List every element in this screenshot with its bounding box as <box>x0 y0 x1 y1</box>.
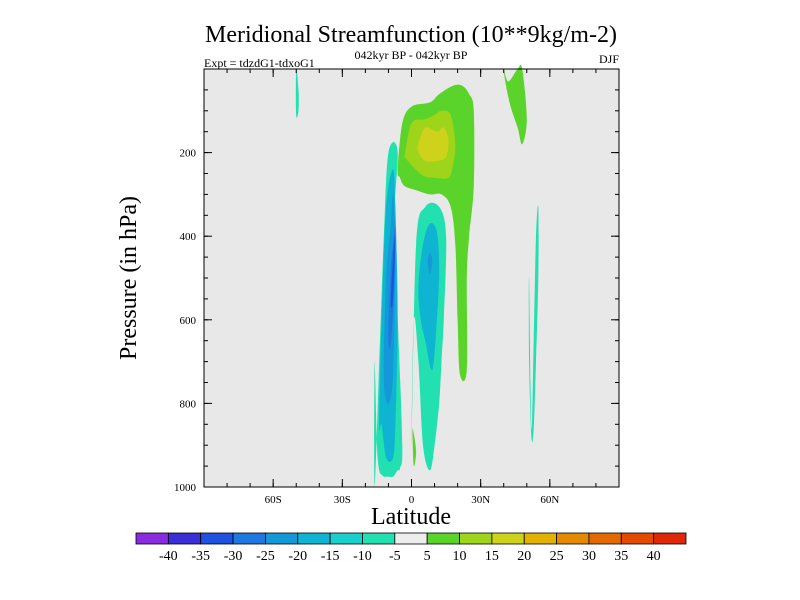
x-tick-label: 0 <box>409 494 415 506</box>
colorbar-label: -15 <box>321 549 340 564</box>
colorbar-label: -40 <box>159 549 178 564</box>
chart-title: Meridional Streamfunction (10**9kg/m-2) <box>205 22 617 48</box>
eq-cell-level-15 <box>418 223 440 371</box>
y-axis-title: Pressure (in hPa) <box>116 196 142 360</box>
y-tick-label: 600 <box>180 315 197 327</box>
sh-polar-sliver <box>295 68 299 118</box>
colorbar-swatch <box>394 532 428 545</box>
colorbar-label: 40 <box>647 549 661 564</box>
plot-frame <box>203 68 620 488</box>
colorbar-swatch <box>459 532 493 545</box>
contour-layer <box>295 64 539 488</box>
colorbar-label: 15 <box>485 549 499 564</box>
x-tick-label: 30N <box>471 494 490 506</box>
experiment-label: Expt = tdzdG1-tdxoG1 <box>204 56 315 70</box>
sh-cell-core-30 <box>390 234 396 308</box>
colorbar-label: -35 <box>191 549 210 564</box>
colorbar-label: 20 <box>517 549 531 564</box>
colorbar-swatch <box>653 532 687 545</box>
nh-lobe-level-10 <box>528 205 539 443</box>
colorbar-label: -25 <box>256 549 275 564</box>
tick-layer: 60S 30S 0 30N 60N 200 400 600 800 1000 <box>174 69 619 506</box>
x-axis-title: Latitude <box>371 504 451 530</box>
y-tick-label: 400 <box>180 231 197 243</box>
colorbar-label: 5 <box>424 549 431 564</box>
y-tick-label: 200 <box>180 148 197 160</box>
colorbar-swatch <box>491 532 525 545</box>
y-tick-label: 800 <box>180 398 197 410</box>
colorbar-label: 25 <box>550 549 564 564</box>
colorbar-label: 35 <box>614 549 628 564</box>
colorbar-label: -30 <box>224 549 243 564</box>
colorbar-swatch <box>362 532 396 545</box>
colorbar-label: -20 <box>288 549 307 564</box>
nh-cell-core-15 <box>417 127 449 162</box>
colorbar-swatch <box>556 532 590 545</box>
colorbar-label: -10 <box>353 549 372 564</box>
colorbar: -40 -35 -30 -25 -20 -15 -10 -5 5 10 15 20 25 30 35 40 <box>135 532 687 564</box>
eq-cell-core-20 <box>427 252 433 274</box>
colorbar-label: -5 <box>389 549 401 564</box>
colorbar-swatch <box>167 532 202 545</box>
colorbar-swatch <box>426 532 460 545</box>
colorbar-swatch <box>523 532 557 545</box>
x-tick-label: 30S <box>334 494 351 506</box>
period-label: 042kyr BP - 042kyr BP <box>355 48 468 62</box>
colorbar-swatch <box>200 532 234 545</box>
colorbar-swatch <box>620 532 655 545</box>
colorbar-label: 30 <box>582 549 596 564</box>
colorbar-swatch <box>297 532 331 545</box>
x-tick-label: 60N <box>540 494 559 506</box>
colorbar-label: 10 <box>453 549 467 564</box>
surface-blob <box>412 428 417 467</box>
season-label: DJF <box>599 52 619 66</box>
x-tick-label: 60S <box>265 494 282 506</box>
y-tick-label: 1000 <box>174 482 197 494</box>
colorbar-swatch <box>135 532 169 545</box>
colorbar-swatch <box>588 532 622 545</box>
colorbar-swatch <box>232 532 266 545</box>
top-plume-level-5 <box>503 64 527 145</box>
colorbar-swatch <box>329 532 363 545</box>
colorbar-swatch <box>265 532 299 545</box>
